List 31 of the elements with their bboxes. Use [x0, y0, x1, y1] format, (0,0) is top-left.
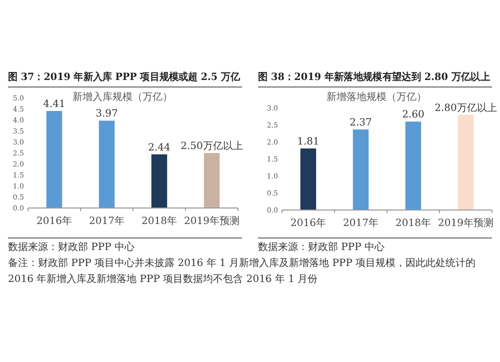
data-label: 2.80万亿以上	[434, 102, 497, 114]
x-tick-label: 2016年	[36, 215, 72, 227]
x-tick-label: 2018年	[396, 217, 431, 229]
x-tick-label: 2017年	[343, 217, 378, 229]
bar	[151, 154, 168, 208]
x-tick-label: 2019年预测	[438, 217, 494, 229]
chart-title: 图 38：2019 年新落地规模有望达到 2.80 万亿以上	[258, 71, 498, 83]
data-label: 2.44	[148, 142, 170, 154]
x-tick-label: 2016年	[290, 217, 326, 229]
source-note: 数据来源：财政部 PPP 中心	[8, 240, 136, 255]
bar	[352, 129, 369, 210]
bar	[300, 148, 316, 210]
bar	[458, 114, 474, 210]
text: 备注：财政部 PPP 项目中心并未披露 2016 年 1 月新增入库及新增落地 PPP 项目规模，因此此处统计的 2016 年新增入库及新增落地 PPP 项目数据均不包含 2016 年 1 月份	[8, 256, 477, 287]
data-label: 2.37	[350, 117, 372, 128]
bar	[98, 120, 115, 208]
bar	[46, 110, 62, 208]
chart-title: 图 37：2019 年新入库 PPP 项目规模或超 2.5 万亿	[8, 71, 251, 83]
chart-subtitle: 新增落地规模（万亿）	[326, 91, 426, 103]
data-label: 3.97	[96, 108, 118, 120]
bar	[405, 122, 422, 210]
x-tick-label: 2019年预测	[184, 215, 240, 227]
x-tick-label: 2017年	[89, 215, 124, 227]
data-label: 2.60	[402, 110, 424, 121]
data-label: 2.50万亿以上	[180, 140, 243, 152]
data-label: 1.81	[297, 136, 320, 148]
x-tick-label: 2018年	[142, 215, 177, 227]
chart-subtitle: 新增入库规模（万亿）	[72, 91, 172, 103]
data-label: 4.41	[43, 98, 66, 110]
source-note: 数据来源：财政部 PPP 中心	[258, 240, 386, 255]
bar	[204, 153, 220, 208]
